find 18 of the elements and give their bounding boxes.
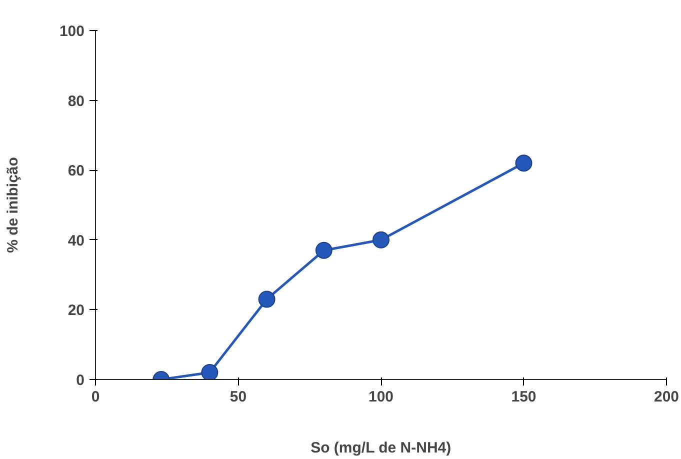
y-tick-label: 20 [68,302,85,320]
point [258,290,276,308]
y-axis-title: % de inibição [4,157,22,253]
y-tick-label: 60 [68,162,85,180]
y-tick-label: 80 [68,92,85,110]
x-tick-label: 50 [230,388,247,406]
x-tick-label: 100 [368,388,394,406]
x-tick-label: 150 [511,388,536,406]
x-tick-label: 0 [91,388,100,406]
point [372,231,390,248]
point [201,364,218,380]
x-axis-title: So (mg/L de N-NH4) [310,440,452,456]
y-tick-label: 100 [59,23,85,40]
y-tick-label: 40 [68,232,85,250]
x-tick-label: 200 [654,388,680,406]
point [315,242,332,259]
point [515,154,532,172]
y-tick-label: 0 [76,372,84,389]
